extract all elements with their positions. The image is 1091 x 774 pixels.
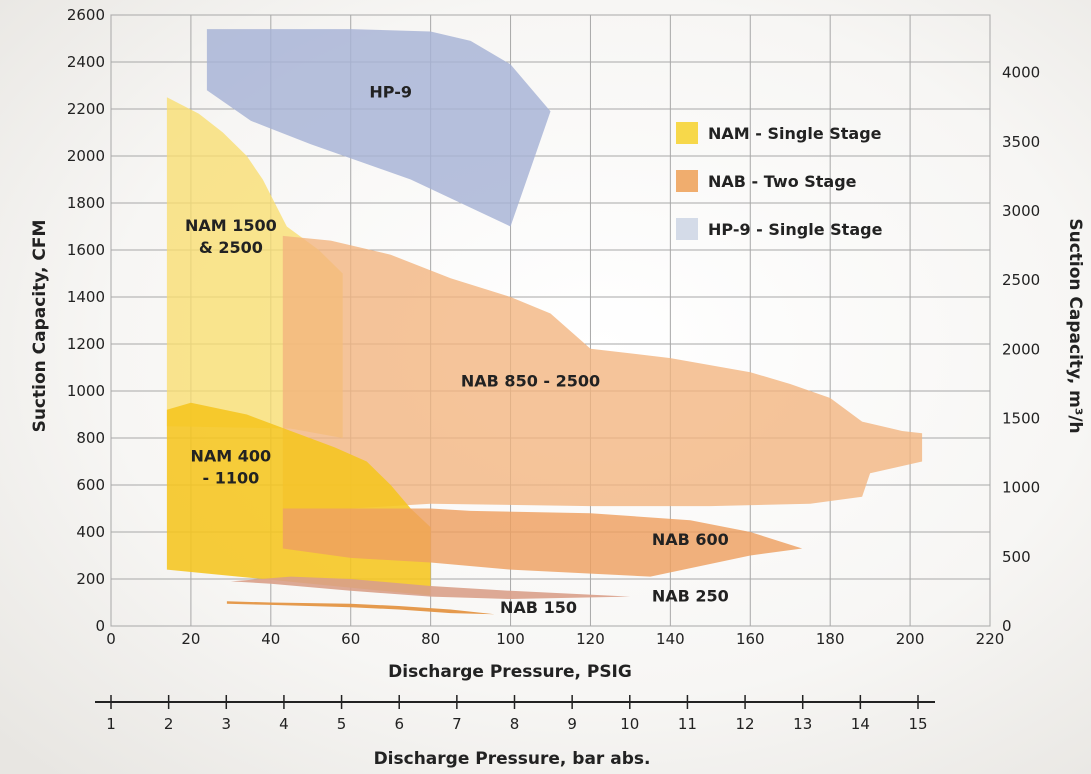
y-tick-label: 1800 <box>67 194 105 212</box>
legend-swatch-1 <box>676 170 698 192</box>
region-label-5: NAB 150 <box>500 598 577 617</box>
x-tick-label: 120 <box>576 630 605 648</box>
x-tick-label: 100 <box>496 630 525 648</box>
legend-label-1: NAB - Two Stage <box>708 172 857 191</box>
region-label-3: NAB 600 <box>652 530 729 549</box>
y-tick-label: 2600 <box>67 6 105 24</box>
region-label-4: NAB 250 <box>652 586 729 605</box>
x-tick-label: 140 <box>656 630 685 648</box>
x-tick-label: 180 <box>816 630 845 648</box>
x-tick-label: 160 <box>736 630 765 648</box>
bar-tick-label: 1 <box>106 715 116 733</box>
y-tick-label: 0 <box>95 617 105 635</box>
regions <box>166 29 923 615</box>
x-tick-label: 220 <box>976 630 1005 648</box>
y2-tick-label: 4000 <box>1002 64 1040 82</box>
y-tick-label: 1200 <box>67 335 105 353</box>
y-tick-label: 2200 <box>67 100 105 118</box>
legend: NAM - Single Stage NAB - Two Stage HP-9 - … <box>676 122 883 240</box>
bar-tick-label: 8 <box>510 715 520 733</box>
region-label-1: NAB 850 - 2500 <box>461 371 600 390</box>
legend-swatch-0 <box>676 122 698 144</box>
y-tick-label: 800 <box>76 429 105 447</box>
bar-tick-label: 12 <box>736 715 755 733</box>
bar-tick-label: 14 <box>851 715 870 733</box>
region-label-0: NAM 1500 & 2500 <box>185 216 277 257</box>
bar-tick-label: 5 <box>337 715 347 733</box>
y2-tick-label: 2500 <box>1002 271 1040 289</box>
region-1 <box>282 235 923 509</box>
bar-tick-label: 4 <box>279 715 289 733</box>
legend-label-0: NAM - Single Stage <box>708 124 882 143</box>
bar-tick-label: 3 <box>222 715 232 733</box>
y2-tick-label: 1500 <box>1002 410 1040 428</box>
y2-tick-label: 1000 <box>1002 479 1040 497</box>
y2-tick-label: 500 <box>1002 548 1031 566</box>
y-tick-label: 200 <box>76 570 105 588</box>
bar-tick-label: 13 <box>793 715 812 733</box>
y-tick-label: 400 <box>76 523 105 541</box>
legend-swatch-2 <box>676 218 698 240</box>
region-labels: NAM 1500 & 2500 NAB 850 - 2500 NAM 400- 110… <box>185 82 729 617</box>
x-tick-label: 40 <box>261 630 280 648</box>
region-label-6: HP-9 <box>369 82 412 101</box>
x-tick-label: 20 <box>181 630 200 648</box>
x2-axis-title: Discharge Pressure, bar abs. <box>374 749 651 769</box>
region-3 <box>282 508 803 577</box>
x-tick-label: 200 <box>896 630 925 648</box>
region-4 <box>230 576 631 599</box>
x-tick-label: 80 <box>421 630 440 648</box>
bar-tick-label: 2 <box>164 715 174 733</box>
y2-tick-label: 2000 <box>1002 340 1040 358</box>
bar-tick-label: 9 <box>567 715 577 733</box>
x-tick-label: 0 <box>106 630 116 648</box>
bar-tick-label: 6 <box>394 715 404 733</box>
legend-label-2: HP-9 - Single Stage <box>708 220 883 239</box>
y2-tick-label: 3000 <box>1002 202 1040 220</box>
x-tick-label: 60 <box>341 630 360 648</box>
y-tick-label: 1600 <box>67 241 105 259</box>
y-tick-label: 600 <box>76 476 105 494</box>
y2-axis-title: Suction Capacity, m³/h <box>1065 218 1085 433</box>
y2-tick-label: 0 <box>1002 617 1012 635</box>
y-tick-label: 1400 <box>67 288 105 306</box>
bar-tick-label: 10 <box>620 715 639 733</box>
region-label-2: NAM 400- 1100 <box>191 447 272 488</box>
y-tick-label: 2400 <box>67 53 105 71</box>
axes: 0 20 40 60 80 100 120 140 160 180 200 2200200400600… <box>67 6 1040 733</box>
y-tick-label: 2000 <box>67 147 105 165</box>
x-axis-title: Discharge Pressure, PSIG <box>388 662 632 682</box>
region-5 <box>226 601 495 615</box>
y2-tick-label: 3500 <box>1002 133 1040 151</box>
region-6 <box>206 29 551 227</box>
bar-tick-label: 7 <box>452 715 462 733</box>
bar-tick-label: 11 <box>678 715 697 733</box>
y-tick-label: 1000 <box>67 382 105 400</box>
bar-tick-label: 15 <box>908 715 927 733</box>
y-axis-title: Suction Capacity, CFM <box>30 220 50 433</box>
